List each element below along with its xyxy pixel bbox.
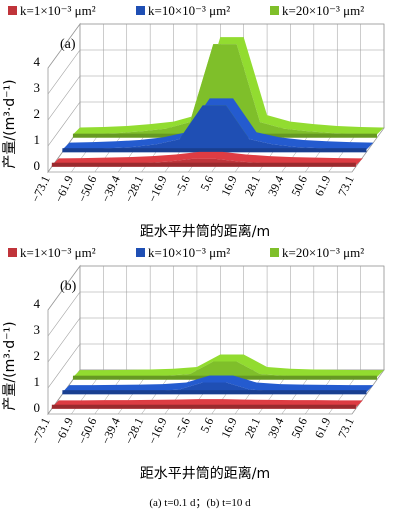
x-tick-label: 28.1 <box>242 173 264 198</box>
z-tick-label: 2 <box>34 348 41 363</box>
x-tick-label: 39.4 <box>265 415 287 440</box>
series-base <box>62 148 367 153</box>
x-tick-label: −16.9 <box>145 173 169 204</box>
legend-label: k=20×10⁻³ μm² <box>282 245 364 260</box>
z-axis-label: 产量/(m³·d⁻¹) <box>2 79 18 168</box>
z-tick-label: 1 <box>34 374 41 389</box>
z-tick-label: 0 <box>34 400 41 415</box>
legend-label: k=10×10⁻³ μm² <box>148 245 230 260</box>
x-tick-label: 50.6 <box>288 415 310 440</box>
x-tick-label: −73.1 <box>28 173 52 204</box>
legend-swatch <box>270 6 279 15</box>
series-surface <box>62 98 374 150</box>
legend-label: k=20×10⁻³ μm² <box>282 3 364 18</box>
series-base <box>51 162 356 167</box>
series-area <box>72 44 377 138</box>
series-surface <box>62 375 374 393</box>
z-tick-label: 3 <box>34 80 41 95</box>
x-tick-label: −39.4 <box>98 173 122 204</box>
x-tick-label: −28.1 <box>122 415 146 446</box>
x-tick-label: −5.6 <box>171 173 193 199</box>
x-tick-label: −28.1 <box>122 173 146 204</box>
z-tick-label: 4 <box>34 54 41 69</box>
legend-swatch <box>8 6 17 15</box>
series-area <box>62 382 367 395</box>
x-tick-label: 16.9 <box>218 173 240 198</box>
panel-label: (a) <box>60 37 76 52</box>
z-axis-label: 产量/(m³·d⁻¹) <box>2 321 18 410</box>
panel-a: k=1×10⁻³ μm² k=10×10⁻³ μm² k=20×10⁻³ μm² 0 1… <box>2 3 385 240</box>
legend-label: k=10×10⁻³ μm² <box>148 3 230 18</box>
series-area <box>72 361 377 380</box>
panel-b: k=1×10⁻³ μm² k=10×10⁻³ μm² k=20×10⁻³ μm² 0 1… <box>2 245 385 482</box>
x-tick-label: 61.9 <box>312 415 334 440</box>
x-tick-label: 5.6 <box>197 173 216 193</box>
grid-line <box>351 369 385 415</box>
grid-line <box>47 49 81 95</box>
grid-line <box>47 265 81 311</box>
grid-line <box>47 291 81 337</box>
series-base <box>51 404 356 409</box>
legend-label: k=1×10⁻³ μm² <box>20 3 96 18</box>
x-tick-label: −61.9 <box>52 415 76 446</box>
x-tick-label: 73.1 <box>335 173 357 198</box>
grid-line <box>47 23 81 69</box>
x-tick-label: 39.4 <box>265 173 287 198</box>
x-tick-label: −73.1 <box>28 415 52 446</box>
x-tick-label: −5.6 <box>171 415 193 441</box>
x-tick-label: −39.4 <box>98 415 122 446</box>
legend-swatch <box>8 248 17 257</box>
legend-swatch <box>136 6 145 15</box>
grid-line <box>351 127 385 173</box>
legend-swatch <box>136 248 145 257</box>
x-tick-label: 61.9 <box>312 173 334 198</box>
x-tick-label: −50.6 <box>75 415 99 446</box>
z-tick-label: 2 <box>34 106 41 121</box>
x-tick-label: −16.9 <box>145 415 169 446</box>
series-surface <box>72 354 384 378</box>
z-tick-label: 3 <box>34 322 41 337</box>
x-tick-label: 28.1 <box>242 415 264 440</box>
x-axis-label: 距水平井筒的距离/m <box>140 223 270 240</box>
figure-caption: (a) t=0.1 d；(b) t=10 d <box>149 497 251 509</box>
grid-line <box>47 317 81 363</box>
z-tick-label: 1 <box>34 132 41 147</box>
x-tick-label: 16.9 <box>218 415 240 440</box>
x-tick-label: −50.6 <box>75 173 99 204</box>
legend-swatch <box>270 248 279 257</box>
series-surface <box>51 151 363 166</box>
panel-label: (b) <box>60 279 77 294</box>
grid-line <box>47 343 81 389</box>
series-base <box>62 390 367 395</box>
x-tick-label: −61.9 <box>52 173 76 204</box>
z-tick-label: 0 <box>34 158 41 173</box>
grid-line <box>47 101 81 147</box>
x-axis-label: 距水平井筒的距离/m <box>140 465 270 482</box>
x-tick-label: 50.6 <box>288 173 310 198</box>
x-tick-label: 73.1 <box>335 415 357 440</box>
grid-line <box>47 75 81 121</box>
legend-label: k=1×10⁻³ μm² <box>20 245 96 260</box>
series-area <box>62 105 367 153</box>
x-tick-label: 5.6 <box>197 415 216 435</box>
z-tick-label: 4 <box>34 296 41 311</box>
